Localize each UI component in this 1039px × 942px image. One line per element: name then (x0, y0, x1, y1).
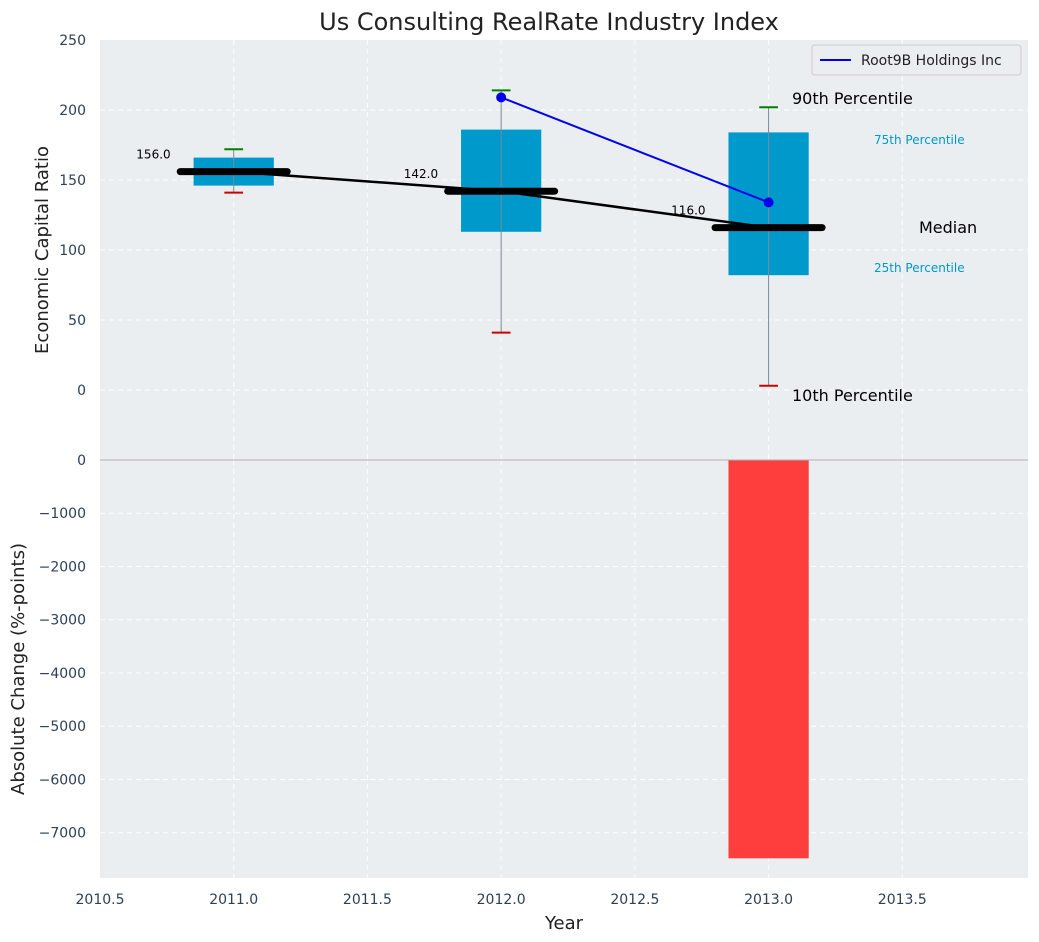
top-y-tick-label: 100 (59, 243, 86, 259)
legend: Root9B Holdings Inc (811, 44, 1022, 76)
company-point (496, 92, 507, 103)
bottom-y-tick-label: −5000 (39, 719, 86, 735)
change-bar (728, 460, 809, 859)
x-tick-label: 2012.0 (477, 892, 526, 908)
chart-title: Us Consulting RealRate Industry Index (319, 8, 779, 36)
bottom-y-tick-label: −3000 (39, 613, 86, 629)
percentile-annotations: 90th Percentile 75th Percentile Median 2… (792, 89, 977, 405)
annotation-p90: 90th Percentile (792, 89, 913, 108)
x-tick-label: 2011.0 (209, 892, 258, 908)
bottom-y-tick-labels: 0 −1000 −2000 −3000 −4000 −5000 −6000 −7000 (39, 453, 86, 842)
company-series (496, 92, 774, 208)
x-tick-label: 2011.5 (343, 892, 392, 908)
x-tick-labels: 2010.5 2011.0 2011.5 2012.0 2012.5 2013.0 2013… (76, 892, 927, 908)
top-y-tick-labels: 0 50 100 150 200 250 (59, 33, 86, 399)
bottom-gridlines (100, 460, 1028, 878)
median-value-label: 116.0 (671, 204, 705, 218)
top-y-tick-label: 50 (68, 313, 86, 329)
median-value-label: 142.0 (404, 167, 438, 181)
bottom-y-axis-label: Absolute Change (%-points) (8, 543, 29, 795)
x-axis-label: Year (544, 913, 584, 934)
bottom-y-tick-label: −2000 (39, 559, 86, 575)
median-trend-line (233, 170, 769, 229)
bottom-y-tick-label: −4000 (39, 666, 86, 682)
bottom-y-tick-label: 0 (77, 453, 86, 469)
bottom-plot-area (100, 460, 1028, 878)
median-value-label: 156.0 (136, 148, 170, 162)
x-tick-label: 2012.5 (610, 892, 659, 908)
annotation-p10: 10th Percentile (792, 386, 913, 405)
top-y-tick-label: 250 (59, 33, 86, 49)
top-y-axis-label: Economic Capital Ratio (32, 146, 53, 354)
bottom-y-tick-label: −7000 (39, 826, 86, 842)
company-point (763, 197, 774, 208)
bottom-y-tick-label: −6000 (39, 772, 86, 788)
annotation-median: Median (919, 218, 977, 237)
annotation-p75: 75th Percentile (874, 133, 965, 147)
top-y-tick-label: 200 (59, 103, 86, 119)
bottom-y-tick-label: −1000 (39, 506, 86, 522)
top-y-tick-label: 0 (77, 383, 86, 399)
x-tick-label: 2013.0 (744, 892, 793, 908)
x-tick-label: 2010.5 (76, 892, 125, 908)
change-bars (728, 460, 809, 859)
company-line (500, 96, 769, 204)
annotation-p25: 25th Percentile (874, 261, 965, 275)
top-y-tick-label: 150 (59, 173, 86, 189)
median-trend (233, 170, 769, 229)
x-tick-label: 2013.5 (878, 892, 927, 908)
legend-label: Root9B Holdings Inc (861, 53, 1002, 69)
